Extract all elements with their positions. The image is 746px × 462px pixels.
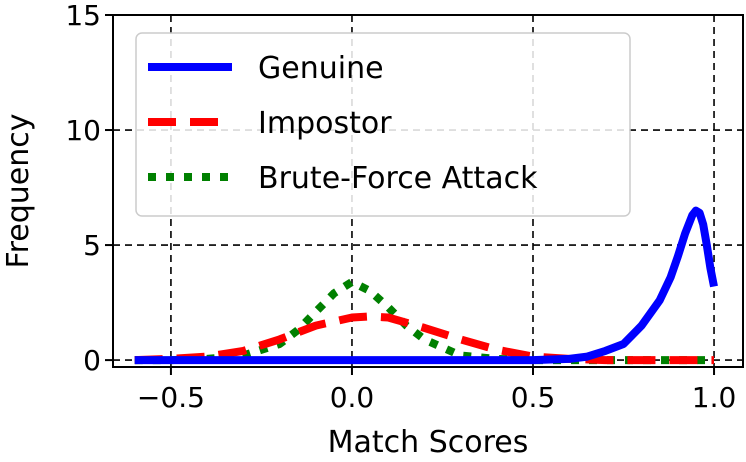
x-axis-label: Match Scores	[328, 425, 529, 460]
legend-label: Genuine	[258, 51, 384, 86]
x-axis-ticks: −0.5 0.0 0.5 1.0	[137, 367, 736, 414]
y-tick-label: 10	[65, 114, 101, 147]
plot-frame	[112, 14, 744, 368]
series-line-brute-force-attack	[134, 277, 714, 365]
legend-label: Brute-Force Attack	[258, 161, 538, 196]
x-tick-label: 0.0	[330, 381, 375, 414]
x-tick-label: 0.5	[511, 381, 556, 414]
x-tick-label: 1.0	[692, 381, 737, 414]
legend-label: Impostor	[258, 106, 392, 141]
y-axis-label: Frequency	[1, 114, 36, 269]
series-line-impostor	[134, 312, 714, 365]
y-tick-label: 5	[83, 229, 101, 262]
y-axis-ticks: 0 5 10 15	[65, 0, 113, 377]
series-line-genuine	[134, 206, 718, 365]
plot-lines	[134, 206, 718, 365]
y-tick-label: 0	[83, 344, 101, 377]
y-tick-label: 15	[65, 0, 101, 32]
legend: Genuine Impostor Brute-Force Attack	[135, 32, 631, 217]
x-tick-label: −0.5	[137, 381, 205, 414]
legend-box	[135, 32, 631, 217]
